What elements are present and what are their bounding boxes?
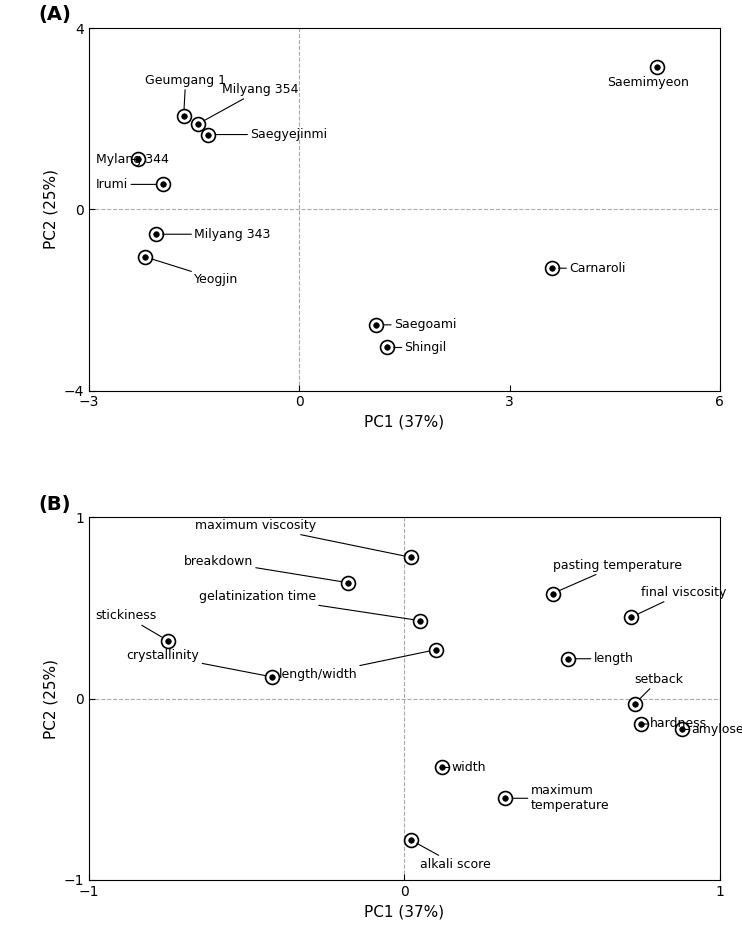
Text: Shingil: Shingil	[394, 341, 447, 354]
Text: Saegoami: Saegoami	[384, 318, 456, 331]
Text: length/width: length/width	[278, 651, 429, 680]
Text: Yeogjin: Yeogjin	[151, 259, 238, 285]
Text: Saemimyeon: Saemimyeon	[608, 73, 689, 89]
Text: (A): (A)	[39, 6, 71, 24]
Text: Mylang 344: Mylang 344	[96, 153, 169, 166]
Text: Milyang 343: Milyang 343	[162, 227, 271, 241]
Text: Irumi: Irumi	[96, 178, 156, 191]
Text: (B): (B)	[39, 495, 71, 514]
Text: hardness: hardness	[641, 718, 707, 730]
Text: Saegyejinmi: Saegyejinmi	[215, 128, 327, 141]
Text: pasting temperature: pasting temperature	[553, 559, 682, 591]
Text: Carnaroli: Carnaroli	[559, 262, 626, 274]
Text: gelatinization time: gelatinization time	[199, 590, 413, 620]
Text: maximum viscosity: maximum viscosity	[195, 519, 404, 556]
Text: Geumgang 1: Geumgang 1	[145, 74, 226, 110]
Text: maximum
temperature: maximum temperature	[512, 784, 609, 812]
Text: width: width	[442, 761, 486, 774]
Text: amylose: amylose	[682, 723, 742, 736]
Text: final viscosity: final viscosity	[637, 586, 726, 614]
X-axis label: PC1 (37%): PC1 (37%)	[364, 415, 444, 430]
Text: crystallinity: crystallinity	[127, 650, 265, 676]
Text: stickiness: stickiness	[95, 609, 162, 637]
Text: breakdown: breakdown	[184, 555, 341, 581]
Y-axis label: PC2 (25%): PC2 (25%)	[43, 169, 59, 249]
Y-axis label: PC2 (25%): PC2 (25%)	[43, 659, 58, 739]
Text: length: length	[575, 652, 634, 665]
Text: setback: setback	[634, 673, 683, 699]
Text: Milyang 354: Milyang 354	[204, 83, 299, 121]
X-axis label: PC1 (37%): PC1 (37%)	[364, 904, 444, 919]
Text: alkali score: alkali score	[417, 843, 491, 871]
